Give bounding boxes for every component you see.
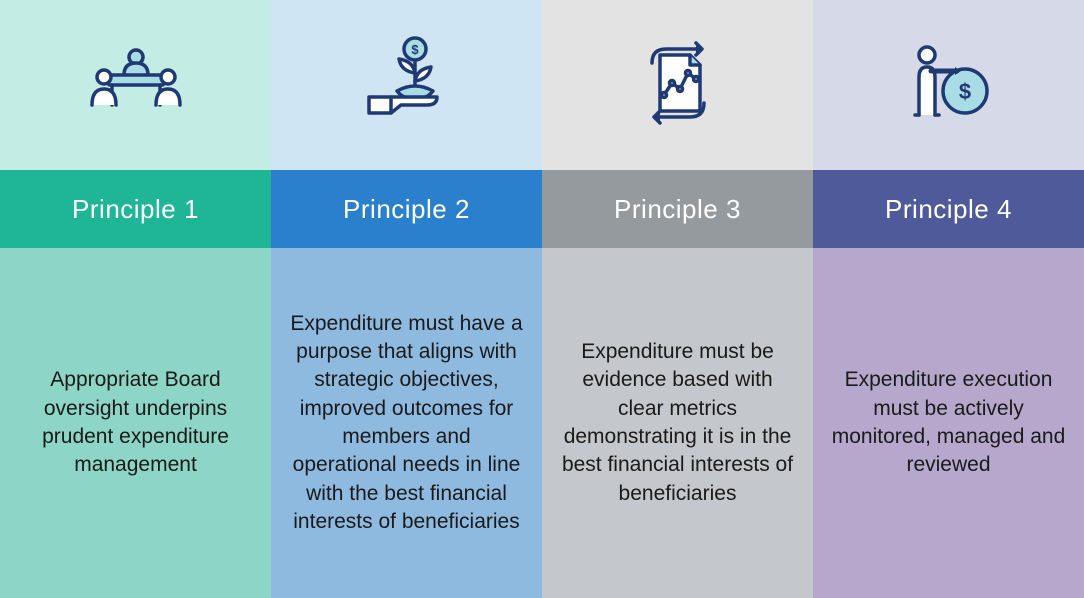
metrics-report-icon: [628, 33, 728, 138]
person-coin-icon: $: [899, 33, 999, 138]
desc-cell-4: Expenditure execution must be actively m…: [813, 248, 1084, 598]
desc-cell-2: Expenditure must have a purpose that ali…: [271, 248, 542, 598]
icon-cell-4: $: [813, 0, 1084, 170]
title-cell-4: Principle 4: [813, 170, 1084, 248]
svg-text:$: $: [411, 42, 419, 57]
desc-cell-3: Expenditure must be evidence based with …: [542, 248, 813, 598]
title-cell-3: Principle 3: [542, 170, 813, 248]
icon-cell-3: [542, 0, 813, 170]
svg-text:$: $: [958, 79, 970, 104]
title-cell-1: Principle 1: [0, 170, 271, 248]
icon-cell-2: $: [271, 0, 542, 170]
icon-cell-1: [0, 0, 271, 170]
principles-grid: $: [0, 0, 1084, 598]
desc-cell-1: Appropriate Board oversight underpins pr…: [0, 248, 271, 598]
title-cell-2: Principle 2: [271, 170, 542, 248]
growing-investment-icon: $: [357, 33, 457, 138]
board-meeting-icon: [86, 33, 186, 138]
